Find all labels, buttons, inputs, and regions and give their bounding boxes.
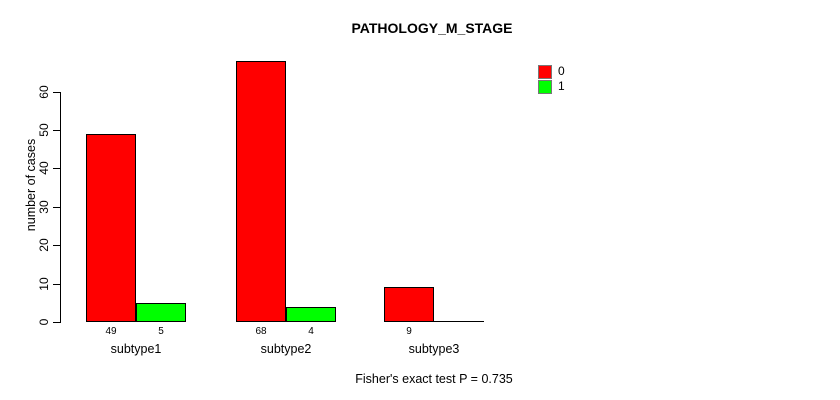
legend: 0 1: [538, 64, 565, 94]
bar-subtype3-series-0: [384, 287, 434, 322]
legend-swatch-green: [538, 79, 552, 94]
legend-entry-0: 0: [538, 64, 565, 79]
y-axis-line: [60, 92, 61, 323]
bar-count-label: 9: [406, 326, 412, 337]
legend-label: 0: [558, 64, 565, 78]
chart-title: PATHOLOGY_M_STAGE: [351, 20, 513, 36]
y-tick-mark: [53, 245, 60, 246]
y-tick-label: 50: [37, 123, 51, 137]
y-tick-label: 60: [37, 85, 51, 99]
y-tick-label: 0: [37, 318, 51, 326]
x-category-label: subtype3: [408, 342, 460, 356]
y-tick-mark: [53, 92, 60, 93]
legend-entry-1: 1: [538, 79, 565, 94]
bar-subtype2-series-1: [286, 307, 336, 322]
stat-test-caption: Fisher's exact test P = 0.735: [355, 372, 513, 386]
y-tick-mark: [53, 168, 60, 169]
bar-subtype1-series-1: [136, 303, 186, 322]
y-tick-label: 10: [37, 277, 51, 291]
x-category-label: subtype1: [110, 342, 162, 356]
y-tick-label: 40: [37, 161, 51, 175]
y-tick-mark: [53, 130, 60, 131]
y-tick-label: 20: [37, 238, 51, 252]
bar-subtype1-series-0: [86, 134, 136, 322]
y-tick-mark: [53, 207, 60, 208]
bar-count-label: 4: [308, 326, 314, 337]
bar-count-label: 49: [105, 326, 117, 337]
y-tick-mark: [53, 322, 60, 323]
bar-count-label: 68: [255, 326, 267, 337]
y-tick-mark: [53, 284, 60, 285]
legend-label: 1: [558, 79, 565, 93]
x-category-label: subtype2: [260, 342, 312, 356]
y-tick-label: 30: [37, 200, 51, 214]
legend-swatch-red: [538, 64, 552, 79]
x-baseline-segment: [384, 321, 484, 322]
bar-count-label: 5: [158, 326, 164, 337]
bar-subtype2-series-0: [236, 61, 286, 322]
